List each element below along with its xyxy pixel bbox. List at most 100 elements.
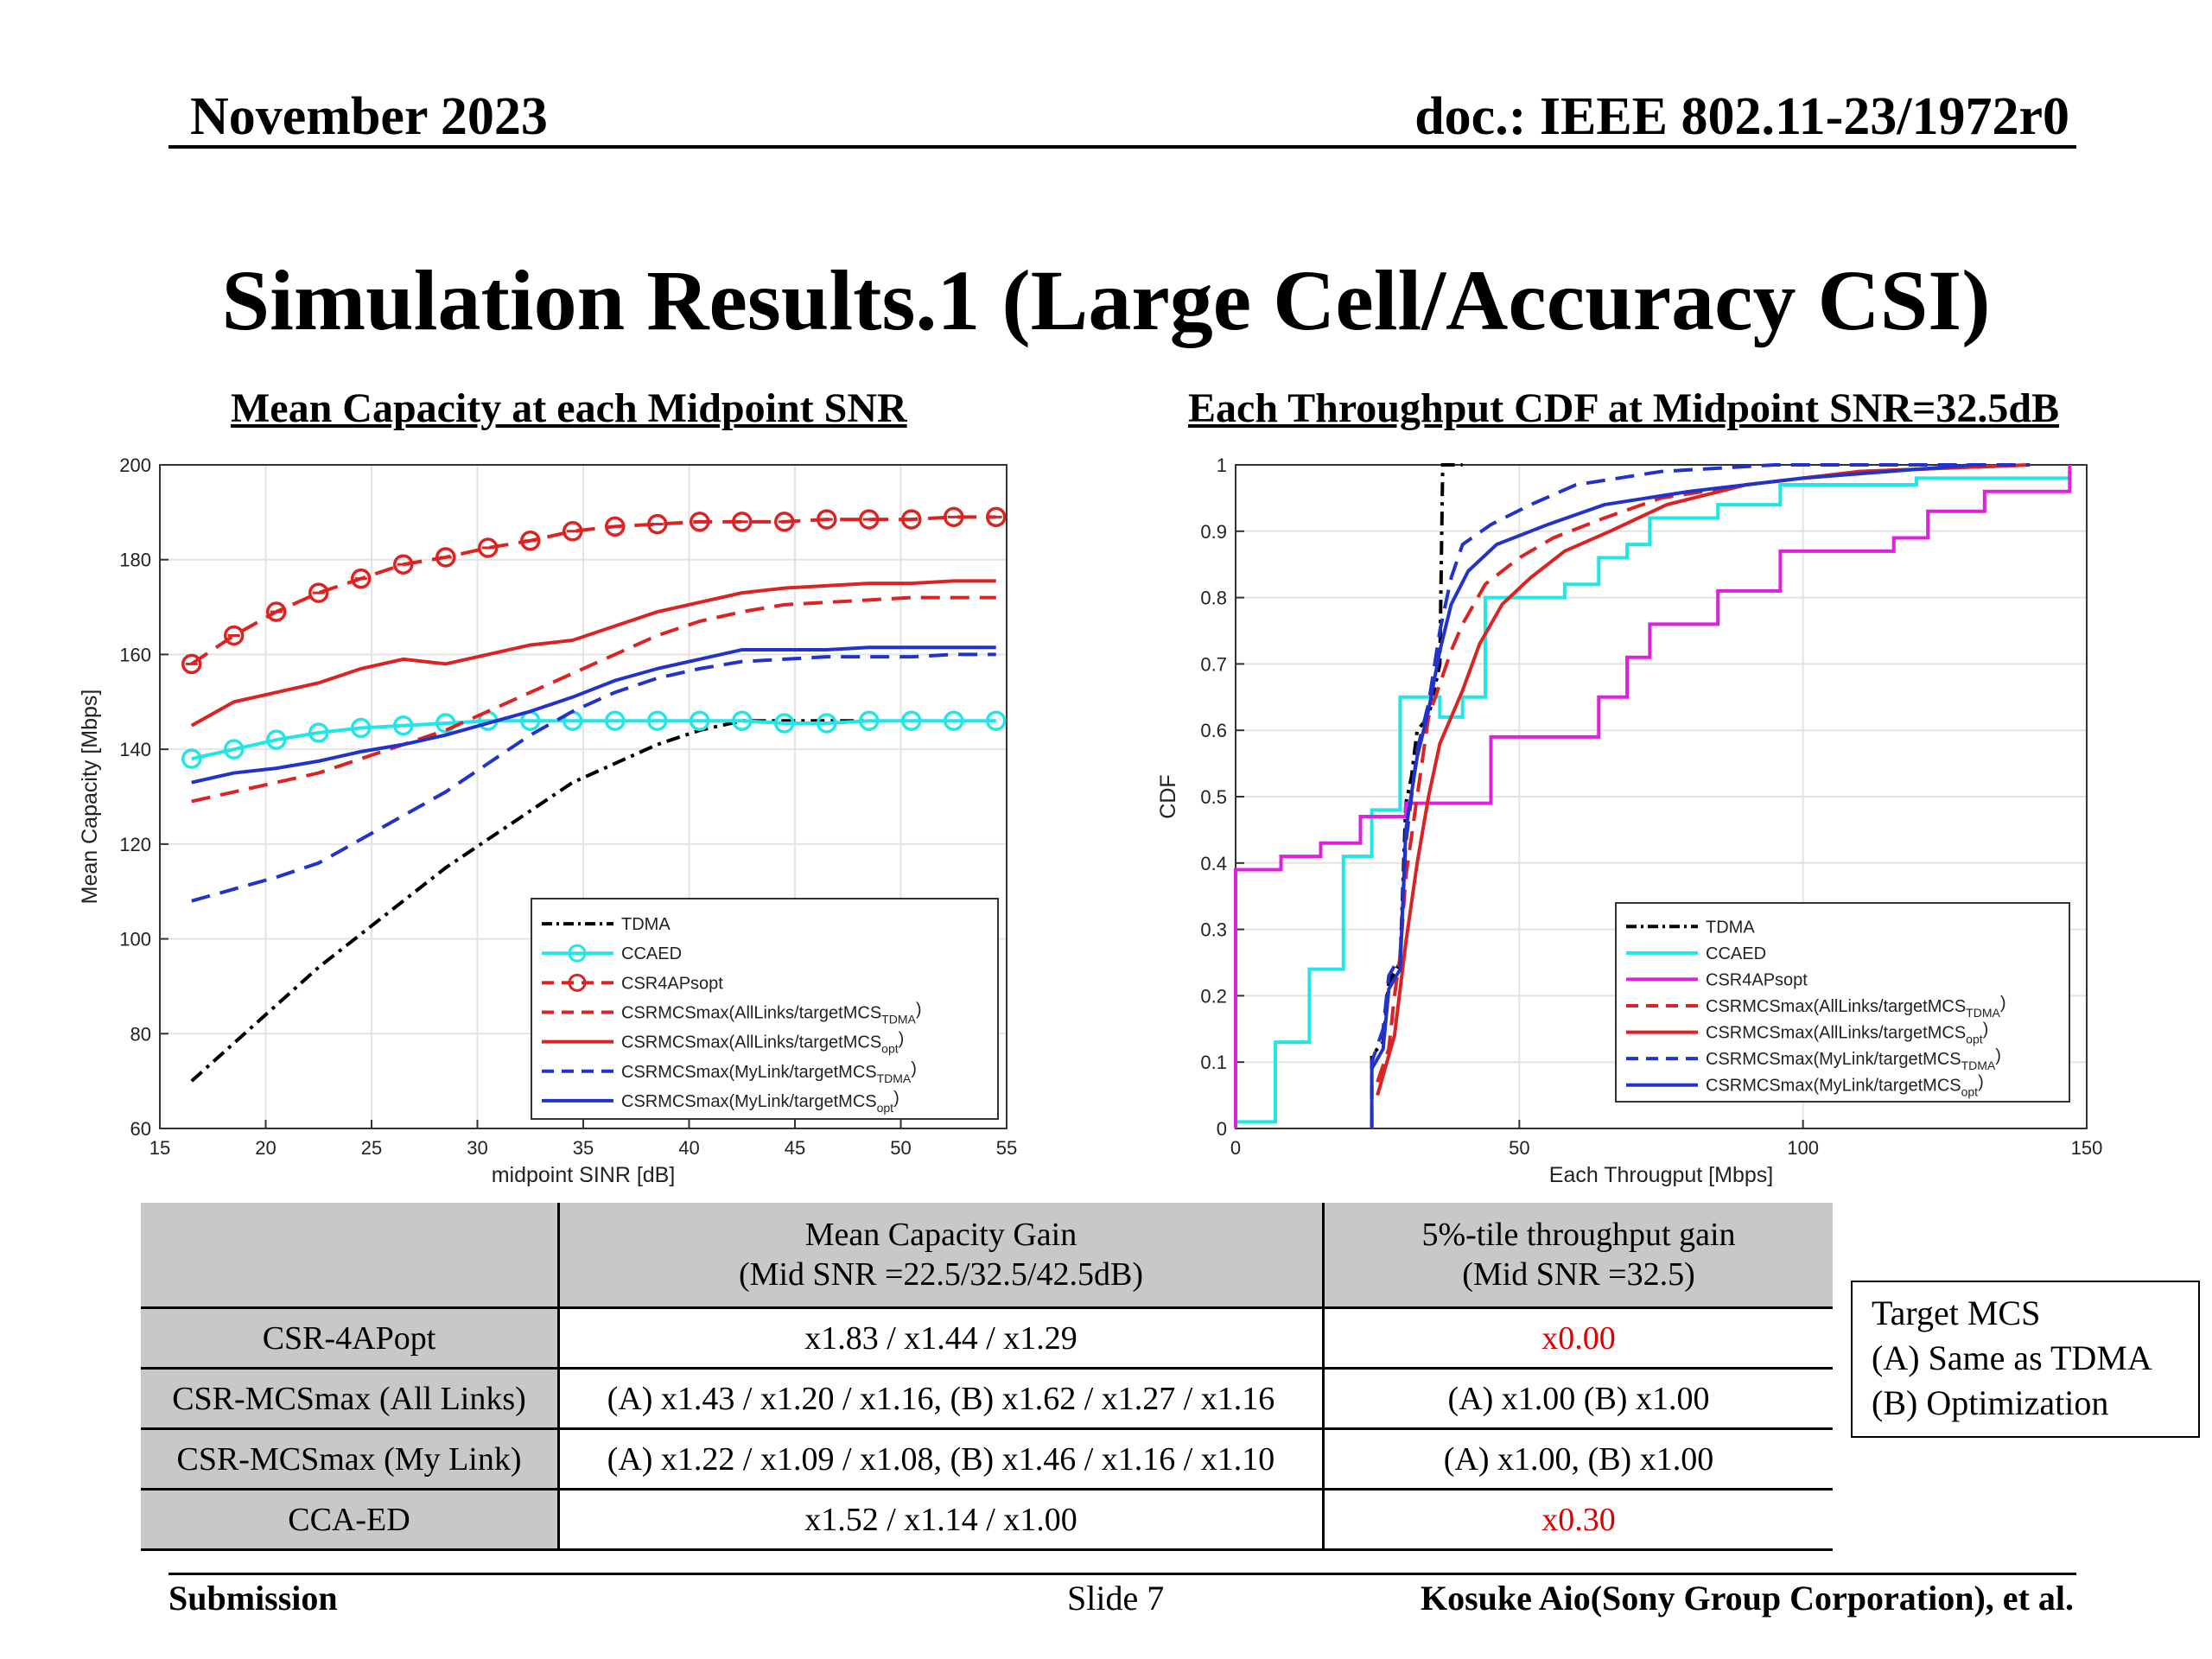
x-tick-label: 15	[149, 1137, 170, 1159]
legend-entry: CSRMCSmax(MyLink/targetMCSopt)	[1706, 1073, 1984, 1099]
header-tile-line1: 5%-tile throughput gain	[1421, 1217, 1736, 1253]
series-marker	[944, 506, 964, 528]
y-tick-label: 100	[119, 929, 151, 950]
series-marker	[690, 512, 710, 532]
y-axis-label: CDF	[1156, 774, 1180, 818]
series-marker	[266, 729, 287, 750]
series-marker	[393, 715, 414, 736]
series-marker	[393, 554, 414, 575]
y-tick-label: 0.8	[1200, 588, 1227, 609]
legend-box	[1615, 902, 2070, 1103]
table-header-mean-capacity: Mean Capacity Gain (Mid SNR =22.5/32.5/4…	[558, 1203, 1325, 1309]
y-tick-label: 0.3	[1200, 919, 1227, 941]
series-marker	[181, 748, 202, 769]
gain-table: Mean Capacity Gain (Mid SNR =22.5/32.5/4…	[141, 1203, 1833, 1551]
row-tile-gain: (A) x1.00, (B) x1.00	[1323, 1428, 1833, 1491]
x-axis-label: Each Througput [Mbps]	[1549, 1163, 1773, 1187]
legend-entry: TDMA	[1706, 918, 1755, 937]
series-marker	[478, 537, 499, 558]
series-marker	[774, 713, 795, 734]
legend-marker	[568, 944, 587, 963]
row-label: CSR-MCSmax (All Links)	[141, 1368, 560, 1430]
series-marker	[181, 653, 202, 675]
legend-entry: TDMA	[621, 915, 671, 934]
y-tick-label: 0	[1217, 1118, 1227, 1140]
x-tick-label: 40	[678, 1137, 699, 1159]
header-mean-line1: Mean Capacity Gain	[804, 1217, 1077, 1253]
legend-entry: CSR4APsopt	[621, 974, 723, 993]
throughput-cdf-chart: 0 50 100 150 0 0.1 0.2 0.3 0.4 0.5 0.6 0.7 0.8 0.9 1 Ea…	[1156, 454, 2102, 1187]
header-doc-id: doc.: IEEE 802.11-23/1972r0	[1414, 87, 2069, 146]
series-marker	[647, 710, 668, 731]
header-date: November 2023	[190, 87, 548, 146]
y-tick-label: 0.5	[1200, 786, 1227, 808]
series-line	[1376, 463, 2031, 1096]
y-tick-label: 0.9	[1200, 521, 1227, 543]
series-line	[190, 579, 996, 728]
legend-entry: CSRMCSmax(AllLinks/targetMCSTDMA)	[1706, 994, 2006, 1020]
series-marker	[774, 512, 795, 532]
left-chart-subtitle: Mean Capacity at each Midpoint SNR	[231, 385, 907, 431]
series-marker	[266, 601, 287, 622]
legend-entry: CSRMCSmax(MyLink/targetMCSTDMA)	[621, 1059, 917, 1085]
legend-marker	[568, 973, 587, 992]
x-tick-label: 50	[1509, 1137, 1529, 1159]
series-line	[191, 595, 996, 804]
series-marker	[224, 625, 245, 646]
series-marker	[732, 512, 753, 532]
x-tick-label: 20	[255, 1137, 276, 1159]
series-marker	[647, 513, 668, 535]
y-tick-label: 80	[130, 1023, 151, 1045]
legend-entry: CSRMCSmax(AllLinks/targetMCSTDMA)	[621, 1001, 922, 1027]
series-line	[1234, 465, 2072, 1128]
legend-box	[531, 898, 999, 1120]
row-mean-gain: (A) x1.43 / x1.20 / x1.16, (B) x1.62 / x…	[558, 1368, 1325, 1430]
table-header-row: Mean Capacity Gain (Mid SNR =22.5/32.5/4…	[141, 1203, 1833, 1309]
row-tile-gain: x0.00	[1323, 1307, 1833, 1370]
series-line	[1370, 463, 2031, 1128]
x-tick-label: 0	[1230, 1137, 1241, 1159]
y-tick-label: 140	[119, 739, 151, 760]
series-marker	[901, 509, 922, 530]
row-tile-gain: (A) x1.00 (B) x1.00	[1323, 1368, 1833, 1430]
x-tick-label: 30	[467, 1137, 487, 1159]
footer-author: Kosuke Aio(Sony Group Corporation), et a…	[1421, 1579, 2074, 1618]
series-marker	[605, 516, 626, 537]
y-tick-label: 1	[1217, 454, 1227, 476]
legend-entry: CSR4APsopt	[1706, 970, 1808, 989]
y-axis-label: Mean Capacity [Mbps]	[78, 690, 102, 905]
series-line	[1370, 463, 1974, 1128]
x-tick-label: 55	[996, 1137, 1017, 1159]
y-tick-label: 180	[119, 550, 151, 571]
legend-entry: CCAED	[1706, 944, 1766, 963]
target-note-line1: Target MCS	[1872, 1294, 2041, 1332]
row-mean-gain: x1.52 / x1.14 / x1.00	[558, 1489, 1325, 1551]
header-tile-line2: (Mid SNR =32.5)	[1462, 1256, 1695, 1293]
series-line	[191, 645, 996, 785]
footer-submission: Submission	[168, 1579, 338, 1618]
table-header-empty	[141, 1203, 560, 1309]
series-marker	[817, 713, 837, 734]
series-marker	[351, 717, 372, 739]
series-marker	[224, 739, 245, 760]
row-mean-gain: x1.83 / x1.44 / x1.29	[558, 1307, 1325, 1370]
x-tick-label: 25	[361, 1137, 382, 1159]
legend-entry: CSRMCSmax(MyLink/targetMCSTDMA)	[1706, 1046, 2001, 1072]
x-tick-label: 45	[785, 1137, 805, 1159]
y-tick-label: 120	[119, 834, 151, 855]
row-label: CSR-MCSmax (My Link)	[141, 1428, 560, 1491]
table-row: CSR-MCSmax (All Links) (A) x1.43 / x1.20…	[141, 1368, 1833, 1430]
header-rule	[168, 145, 2076, 149]
series-marker	[732, 710, 753, 731]
row-tile-gain: x0.30	[1323, 1489, 1833, 1551]
series-line	[191, 719, 996, 761]
y-tick-label: 200	[119, 454, 151, 476]
legend-entry: CSRMCSmax(AllLinks/targetMCSopt)	[1706, 1020, 1988, 1046]
x-tick-label: 100	[1787, 1137, 1819, 1159]
series-marker	[817, 509, 837, 530]
series-marker	[859, 710, 880, 731]
y-tick-label: 160	[119, 644, 151, 665]
y-tick-label: 0.1	[1200, 1052, 1227, 1073]
table-row: CSR-MCSmax (My Link) (A) x1.22 / x1.09 /…	[141, 1428, 1833, 1491]
series-marker	[308, 582, 329, 603]
